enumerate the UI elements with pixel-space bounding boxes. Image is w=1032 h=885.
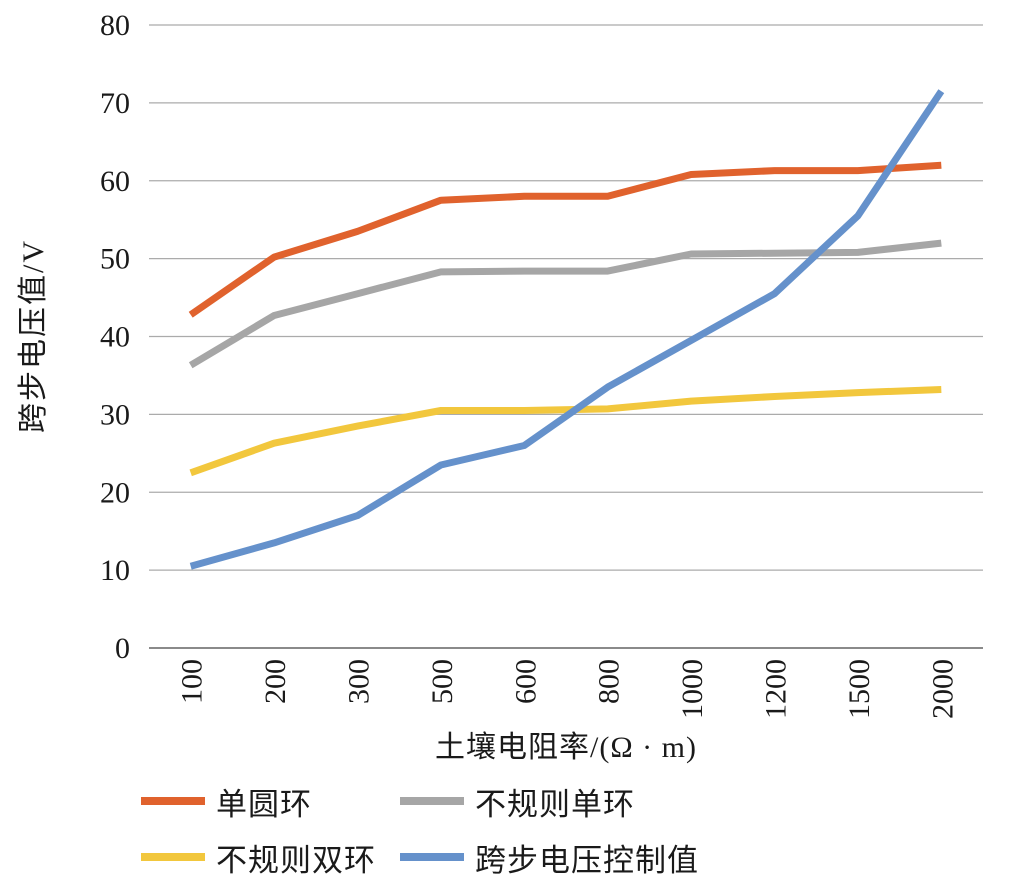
- legend-swatch-orange: [141, 797, 205, 805]
- plot-area: 0 10 20 30 40 50 60 70 80 100 200 300 500 600 800 1000 1…: [100, 9, 983, 719]
- series-line-不规则双环: [189, 386, 942, 477]
- y-tick-label: 70: [100, 87, 130, 120]
- x-tick-label: 1200: [760, 659, 793, 719]
- x-tick-label: 600: [509, 659, 542, 704]
- legend-label: 不规则双环: [216, 842, 376, 878]
- y-tick-label: 20: [100, 476, 130, 509]
- y-tick-label: 30: [100, 398, 130, 431]
- legend-label: 单圆环: [216, 786, 312, 822]
- legend-item-series-2: 不规则双环: [141, 835, 400, 879]
- x-tick-label: 200: [259, 659, 292, 704]
- legend-label: 不规则单环: [475, 786, 635, 822]
- legend-item-series-1: 不规则单环: [400, 779, 699, 823]
- y-tick-label: 50: [100, 243, 130, 276]
- x-tick-label: 100: [176, 659, 209, 704]
- y-tick-label: 0: [115, 632, 130, 665]
- legend-label: 跨步电压控制值: [475, 842, 699, 878]
- legend: 单圆环 不规则单环 不规则双环 跨步电压控制值: [141, 779, 699, 879]
- legend-swatch-blue: [400, 853, 464, 861]
- x-tick-label: 300: [343, 659, 376, 704]
- series-line-单圆环: [188, 161, 942, 318]
- y-axis-title: 跨步电压值/V: [17, 239, 50, 433]
- x-tick-label: 2000: [926, 659, 959, 719]
- series-line-跨步电压控制值: [189, 89, 945, 570]
- x-tick-label: 1000: [676, 659, 709, 719]
- y-tick-label: 60: [100, 165, 130, 198]
- series-line-不规则单环: [188, 239, 942, 369]
- legend-swatch-gray: [400, 797, 464, 805]
- x-axis-title: 土壤电阻率/(Ω · m): [435, 731, 697, 764]
- x-tick-label: 800: [593, 659, 626, 704]
- x-tick-label: 500: [426, 659, 459, 704]
- legend-item-series-0: 单圆环: [141, 779, 400, 823]
- x-tick-label: 1500: [843, 659, 876, 719]
- y-tick-label: 10: [100, 554, 130, 587]
- legend-item-series-3: 跨步电压控制值: [400, 835, 699, 879]
- legend-swatch-yellow: [141, 853, 205, 861]
- y-tick-label: 80: [100, 9, 130, 42]
- y-tick-label: 40: [100, 321, 130, 354]
